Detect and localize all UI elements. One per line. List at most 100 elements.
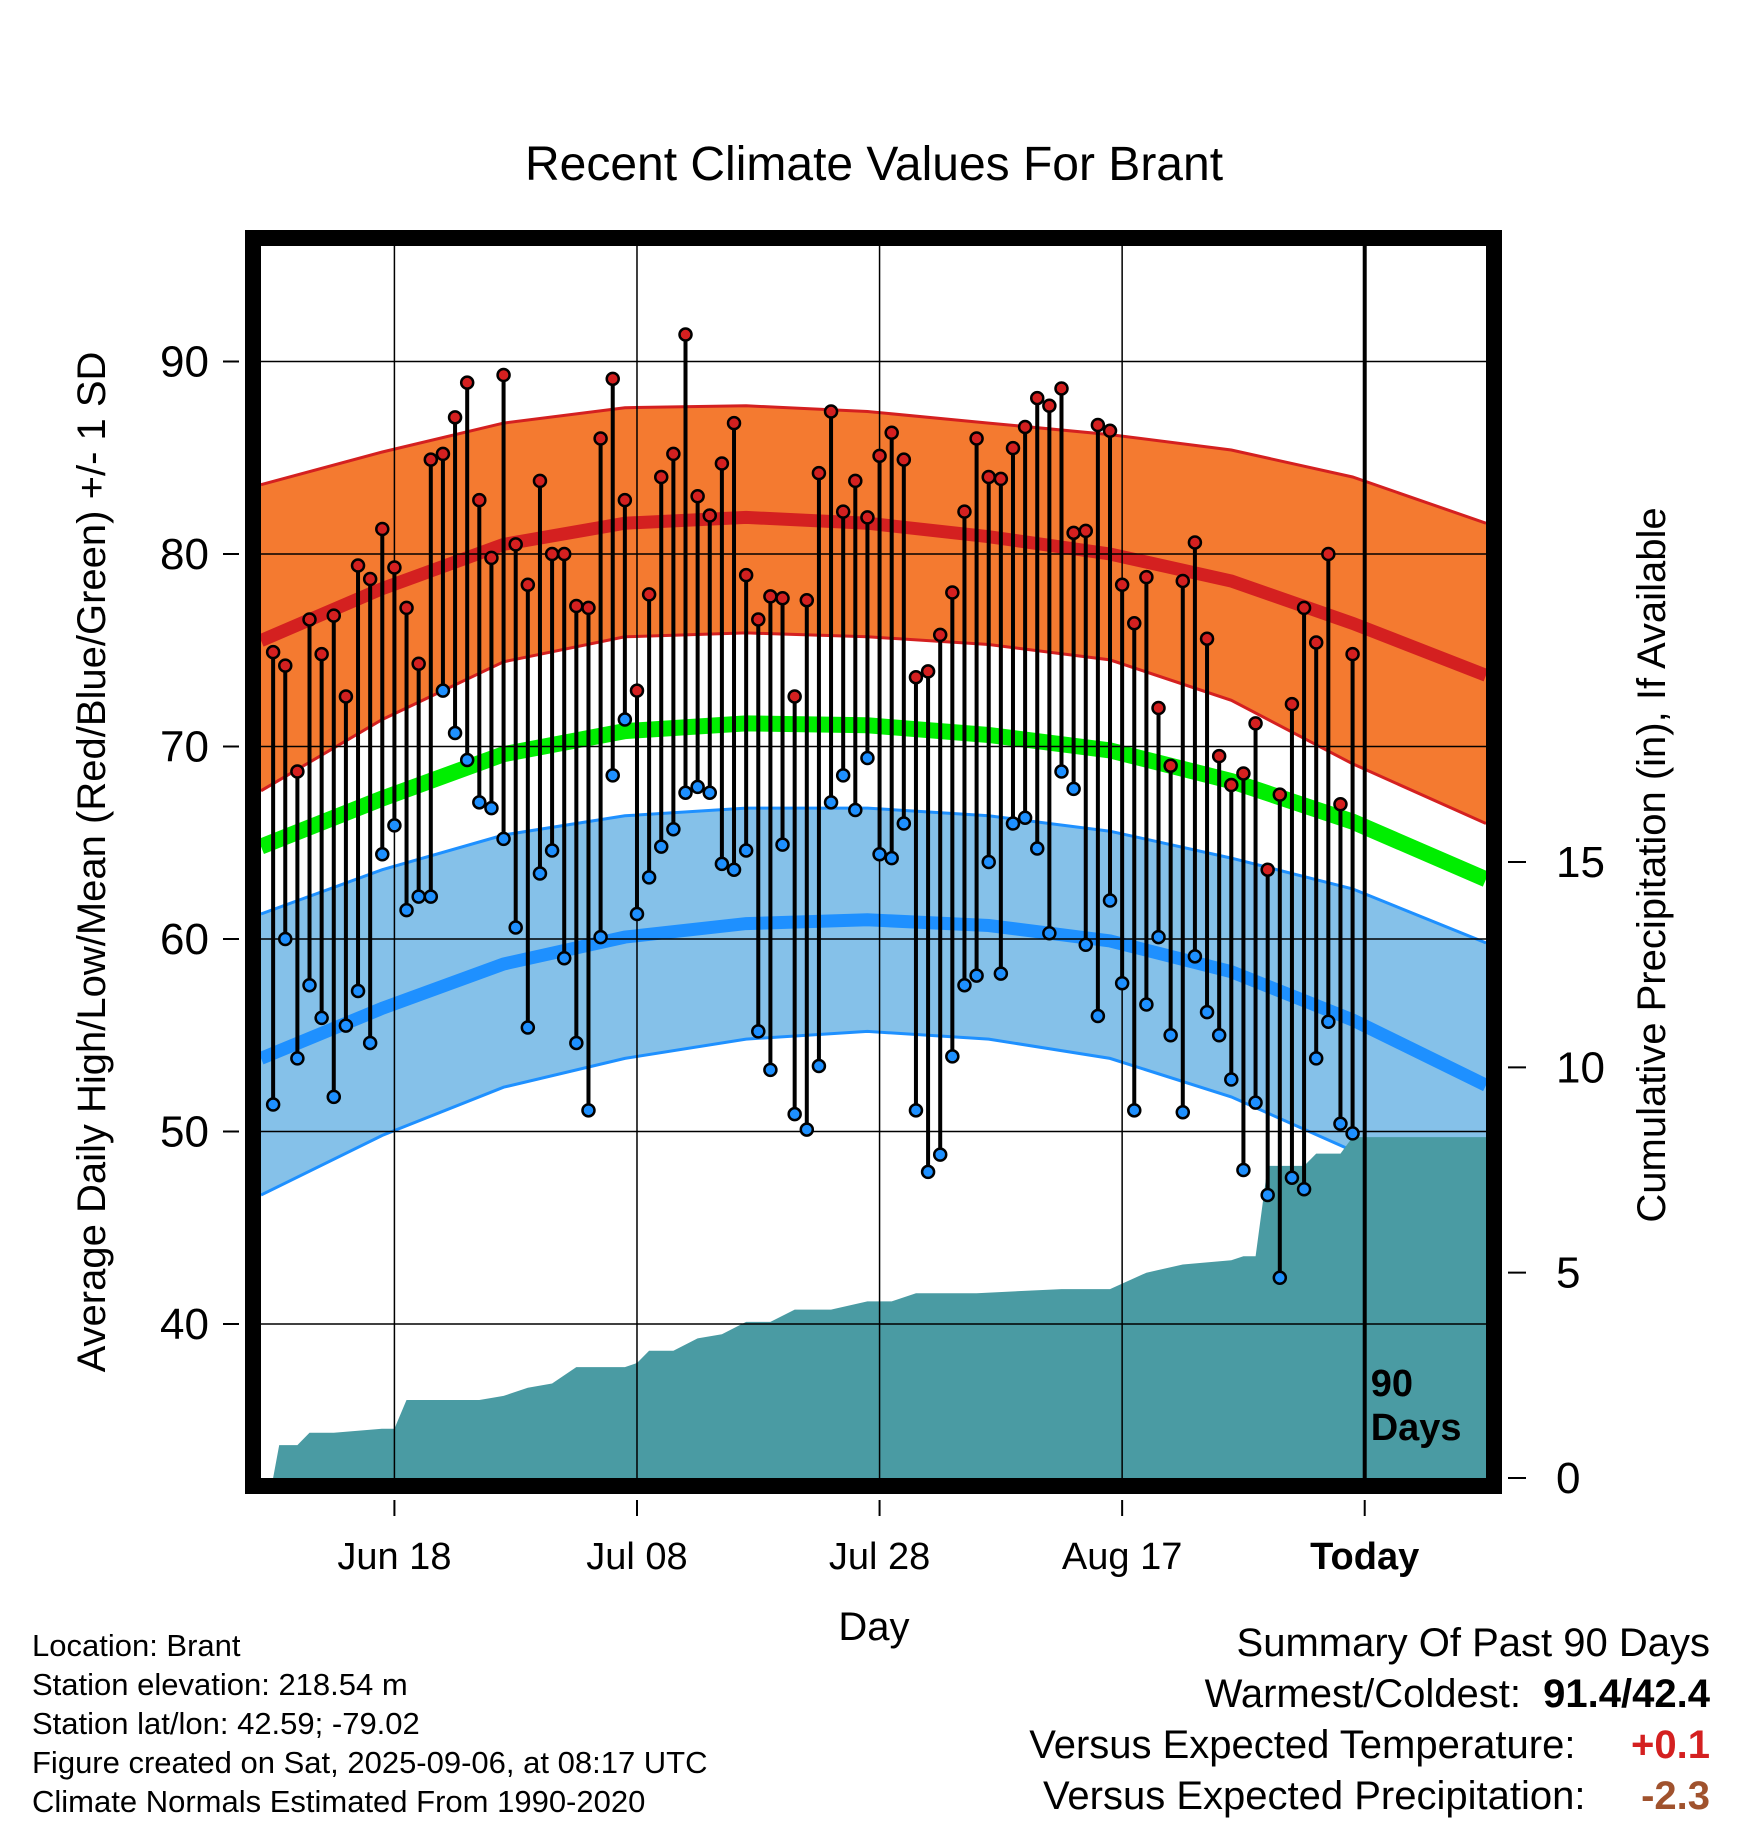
daily-low-point	[278, 931, 293, 947]
daily-low-point	[362, 1035, 378, 1051]
daily-low-point	[447, 725, 463, 741]
daily-high-point	[678, 327, 693, 342]
daily-low-point	[702, 785, 718, 800]
daily-high-point	[1114, 577, 1130, 593]
daily-high-point	[872, 448, 887, 464]
daily-low-point	[641, 870, 657, 885]
daily-low-point	[496, 831, 511, 847]
daily-low-point	[1090, 1008, 1106, 1024]
daily-high-point	[326, 608, 342, 623]
daily-low-point	[690, 779, 705, 795]
daily-low-point	[1211, 1028, 1227, 1043]
daily-high-point	[1151, 700, 1166, 716]
daily-high-point	[1284, 696, 1300, 712]
daily-high-point	[1139, 569, 1154, 585]
daily-low-point	[1321, 1014, 1336, 1030]
daily-high-point	[302, 612, 317, 627]
daily-high-point	[1102, 423, 1118, 439]
daily-low-point	[581, 1103, 596, 1118]
summary-temp-value: +0.1	[1631, 1723, 1710, 1767]
precipitation-area	[261, 1137, 1486, 1478]
daily-high-point	[787, 689, 802, 704]
daily-high-point	[1321, 546, 1336, 562]
daily-low-point	[932, 1147, 948, 1162]
daily-low-point	[326, 1089, 342, 1105]
daily-low-point	[605, 768, 620, 783]
summary-warmest-label: Warmest/Coldest:	[1204, 1672, 1521, 1716]
info-elevation: Station elevation: 218.54 m	[32, 1667, 408, 1702]
daily-low-point	[969, 968, 984, 983]
daily-low-point	[314, 1010, 329, 1026]
normal-low-band	[261, 808, 1486, 1222]
daily-low-point	[726, 862, 742, 877]
daily-high-point	[896, 452, 912, 467]
daily-high-point	[459, 375, 475, 390]
daily-high-point	[569, 598, 584, 614]
daily-high-point	[265, 644, 281, 660]
daily-low-point	[1102, 893, 1118, 908]
daily-high-point	[726, 415, 742, 431]
daily-low-point	[338, 1018, 354, 1033]
daily-low-point	[1236, 1162, 1251, 1178]
daily-low-point	[920, 1164, 936, 1180]
x-axis-label: Day	[838, 1605, 909, 1649]
daily-low-point	[508, 920, 523, 935]
daily-low-point	[1066, 781, 1081, 797]
daily-high-point	[544, 546, 560, 562]
daily-low-point	[738, 843, 754, 858]
daily-low-point	[860, 750, 875, 766]
daily-low-point	[811, 1058, 827, 1074]
daily-low-point	[823, 795, 839, 810]
daily-high-point	[1078, 523, 1094, 539]
daily-high-point	[811, 465, 827, 481]
daily-low-point	[459, 752, 475, 768]
daily-low-point	[1175, 1105, 1191, 1120]
daily-high-point	[411, 656, 426, 671]
normal-high-upper-edge	[261, 404, 1486, 525]
daily-low-point	[484, 800, 499, 816]
summary-title: Summary Of Past 90 Days	[1236, 1621, 1710, 1665]
daily-high-point	[702, 508, 718, 523]
daily-high-point	[1005, 440, 1021, 456]
daily-high-point	[629, 683, 645, 698]
daily-high-point	[593, 431, 608, 446]
daily-low-point	[993, 966, 1009, 981]
plot-area	[261, 246, 1486, 1478]
daily-high-point	[1163, 758, 1178, 773]
daily-high-point	[1199, 631, 1215, 646]
y2-tick-label-5: 5	[1556, 1249, 1580, 1298]
daily-high-point	[714, 456, 730, 471]
daily-high-point	[605, 371, 620, 387]
normal-low-mean-line	[261, 913, 1486, 1092]
daily-high-point	[641, 587, 657, 602]
daily-high-point	[338, 689, 354, 704]
daily-high-point	[969, 431, 984, 446]
daily-low-point	[1345, 1126, 1360, 1141]
daily-low-point	[1284, 1170, 1300, 1185]
daily-high-point	[290, 764, 305, 779]
today-label-unit: Days	[1371, 1407, 1462, 1449]
daily-high-point	[860, 510, 875, 525]
daily-high-point	[447, 410, 463, 425]
daily-low-point	[1224, 1072, 1239, 1087]
daily-high-point	[1042, 398, 1057, 414]
summary-precip-value: -2.3	[1641, 1774, 1710, 1818]
daily-high-point	[1224, 777, 1239, 793]
y-axis-label: Average Daily High/Low/Mean (Red/Blue/Gr…	[70, 352, 114, 1373]
daily-high-point	[520, 577, 536, 593]
daily-high-point	[314, 646, 329, 662]
daily-high-point	[690, 489, 705, 504]
daily-low-point	[423, 889, 439, 904]
daily-low-point	[1017, 810, 1033, 825]
plot-frame	[245, 230, 1502, 1494]
info-location: Location: Brant	[32, 1628, 241, 1663]
info-created: Figure created on Sat, 2025-09-06, at 08…	[32, 1745, 708, 1780]
daily-high-point	[350, 558, 366, 573]
y-tick-label-70: 70	[160, 723, 209, 772]
y-tick-label-90: 90	[160, 338, 209, 387]
daily-high-point	[884, 425, 899, 440]
daily-high-point	[278, 658, 293, 673]
daily-low-point	[1042, 925, 1057, 941]
daily-low-point	[981, 854, 996, 870]
